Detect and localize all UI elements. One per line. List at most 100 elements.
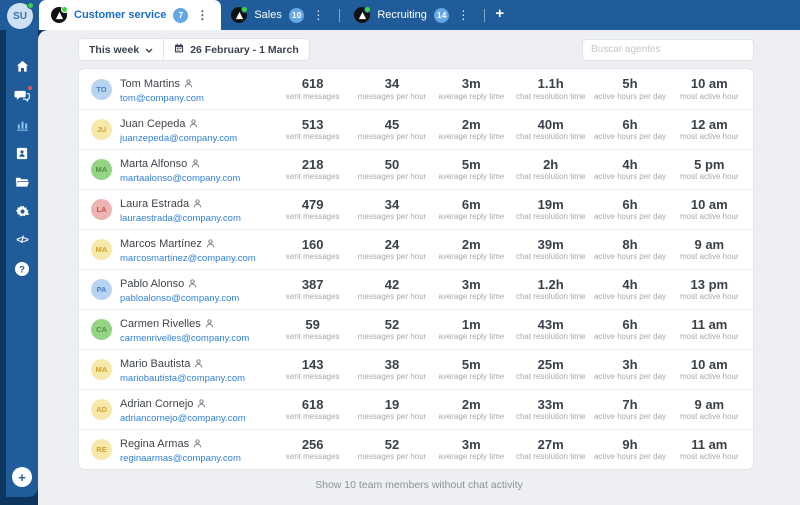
- stat-sent-messages: 479 sent messages: [285, 196, 340, 222]
- sidebar-item-home[interactable]: [10, 54, 34, 78]
- main-content: This week 26 February - 1 March TO: [38, 30, 800, 505]
- person-icon[interactable]: [191, 155, 200, 173]
- stat-most-active-hour: 5 pm most active hour: [679, 156, 739, 182]
- member-email[interactable]: lauraestrada@company.com: [120, 213, 241, 224]
- add-tab-button[interactable]: +: [495, 5, 505, 22]
- plus-icon: +: [18, 469, 26, 485]
- member-email[interactable]: adriancornejo@company.com: [120, 413, 246, 424]
- person-icon[interactable]: [194, 355, 203, 373]
- stat-active-hours-per-day: 4h active hours per day: [593, 276, 666, 302]
- avatar: TO: [91, 78, 112, 100]
- avatar: MA: [91, 159, 112, 180]
- stat-sent-messages: 618 sent messages: [285, 76, 340, 101]
- member-email[interactable]: carmenrivelles@company.com: [120, 333, 250, 344]
- person-icon[interactable]: [197, 395, 206, 413]
- stat-sent-messages: 387 sent messages: [285, 276, 340, 302]
- sidebar-item-settings[interactable]: [10, 199, 34, 223]
- sidebar-item-help[interactable]: ?: [10, 257, 34, 281]
- member-email[interactable]: martaalonso@company.com: [120, 173, 241, 184]
- table-row[interactable]: RE Regina Armas reginaarmas@company.com …: [79, 429, 753, 469]
- sidebar-add-button[interactable]: +: [12, 467, 32, 487]
- member-cell: MA Marcos Martínez marcosmartinez@compan…: [91, 235, 273, 264]
- tab-recruiting[interactable]: Recruiting 14 ⋮: [344, 0, 480, 30]
- stat-messages-per-hour: 45 messages per hour: [357, 116, 427, 142]
- stat-chat-resolution-time: 2h chat resolution time: [515, 156, 586, 182]
- period-dropdown[interactable]: This week: [79, 39, 163, 60]
- person-icon[interactable]: [205, 315, 214, 333]
- user-avatar[interactable]: SU: [7, 2, 34, 29]
- table-row[interactable]: PA Pablo Alonso pabloalonso@company.com …: [79, 269, 753, 309]
- stat-messages-per-hour: 38 messages per hour: [357, 356, 427, 382]
- show-inactive-members-link[interactable]: Show 10 team members without chat activi…: [315, 479, 523, 491]
- stat-active-hours-per-day: 4h active hours per day: [593, 156, 666, 182]
- stat-chat-resolution-time: 33m chat resolution time: [515, 396, 586, 422]
- stat-most-active-hour: 11 am most active hour: [679, 316, 739, 342]
- sidebar-item-chats[interactable]: [10, 83, 34, 107]
- sidebar-item-archive[interactable]: [10, 170, 34, 194]
- stat-most-active-hour: 10 am most active hour: [679, 76, 739, 101]
- member-email[interactable]: marcosmartinez@company.com: [120, 253, 256, 264]
- period-label: This week: [89, 43, 140, 56]
- date-filter-group: This week 26 February - 1 March: [78, 38, 310, 61]
- workspace-online-dot: [241, 6, 249, 13]
- member-cell: PA Pablo Alonso pabloalonso@company.com: [91, 275, 273, 304]
- tab-menu-icon[interactable]: ⋮: [196, 8, 209, 22]
- stat-sent-messages: 618 sent messages: [285, 396, 340, 422]
- member-name: Marta Alfonso: [120, 158, 188, 170]
- date-range-picker[interactable]: 26 February - 1 March: [163, 39, 309, 60]
- avatar: MA: [91, 239, 112, 260]
- stat-most-active-hour: 11 am most active hour: [679, 436, 739, 462]
- member-cell: TO Tom Martins tom@company.com: [91, 75, 273, 104]
- workspace-online-dot: [364, 6, 372, 13]
- stat-messages-per-hour: 52 messages per hour: [357, 316, 427, 342]
- table-row[interactable]: AD Adrian Cornejo adriancornejo@company.…: [79, 389, 753, 429]
- table-row[interactable]: MA Marcos Martínez marcosmartinez@compan…: [79, 229, 753, 269]
- sidebar-item-developer[interactable]: </>: [10, 228, 34, 252]
- search-input[interactable]: [582, 38, 754, 61]
- tab-badge: 14: [433, 7, 450, 23]
- date-range-label: 26 February - 1 March: [190, 43, 299, 56]
- member-email[interactable]: reginaarmas@company.com: [120, 453, 241, 464]
- person-icon[interactable]: [189, 115, 198, 133]
- member-cell: RE Regina Armas reginaarmas@company.com: [91, 435, 273, 464]
- member-email[interactable]: tom@company.com: [120, 92, 204, 104]
- stat-sent-messages: 143 sent messages: [285, 356, 340, 382]
- member-email[interactable]: mariobautista@company.com: [120, 373, 246, 384]
- stat-messages-per-hour: 52 messages per hour: [357, 436, 427, 462]
- member-cell: MA Marta Alfonso martaalonso@company.com: [91, 155, 273, 184]
- member-name: Regina Armas: [120, 438, 190, 450]
- stat-active-hours-per-day: 5h active hours per day: [593, 76, 666, 101]
- tab-menu-icon[interactable]: ⋮: [457, 8, 470, 22]
- tab-sales[interactable]: Sales 10 ⋮: [221, 0, 335, 30]
- person-icon[interactable]: [193, 435, 202, 453]
- tab-label: Customer service: [74, 9, 167, 21]
- tab-divider: [339, 9, 341, 22]
- chats-icon: [14, 88, 30, 103]
- table-row[interactable]: LA Laura Estrada lauraestrada@company.co…: [79, 189, 753, 229]
- person-icon[interactable]: [188, 275, 197, 293]
- avatar: CA: [91, 319, 112, 340]
- table-row[interactable]: MA Mario Bautista mariobautista@company.…: [79, 349, 753, 389]
- table-row[interactable]: TO Tom Martins tom@company.com 618 sent …: [79, 69, 753, 109]
- user-initials: SU: [13, 10, 27, 22]
- tab-customer-service[interactable]: Customer service 7 ⋮: [39, 0, 222, 30]
- table-row[interactable]: JU Juan Cepeda juanzepeda@company.com 51…: [79, 109, 753, 149]
- sidebar-item-contacts[interactable]: [10, 141, 34, 165]
- person-icon[interactable]: [184, 75, 193, 93]
- member-email[interactable]: juanzepeda@company.com: [120, 133, 238, 144]
- sidebar-item-analytics[interactable]: [10, 112, 34, 136]
- stat-messages-per-hour: 50 messages per hour: [357, 156, 427, 182]
- avatar: MA: [91, 359, 112, 380]
- member-cell: AD Adrian Cornejo adriancornejo@company.…: [91, 395, 273, 424]
- stat-average-reply-time: 5m average reply time: [438, 356, 505, 382]
- svg-text:?: ?: [19, 264, 25, 275]
- table-row[interactable]: MA Marta Alfonso martaalonso@company.com…: [79, 149, 753, 189]
- stat-sent-messages: 218 sent messages: [285, 156, 340, 182]
- stat-active-hours-per-day: 6h active hours per day: [593, 116, 666, 142]
- member-email[interactable]: pabloalonso@company.com: [120, 293, 240, 304]
- person-icon[interactable]: [206, 235, 215, 253]
- tab-menu-icon[interactable]: ⋮: [312, 8, 325, 22]
- analytics-icon: [15, 117, 30, 132]
- table-row[interactable]: CA Carmen Rivelles carmenrivelles@compan…: [79, 309, 753, 349]
- person-icon[interactable]: [193, 195, 202, 213]
